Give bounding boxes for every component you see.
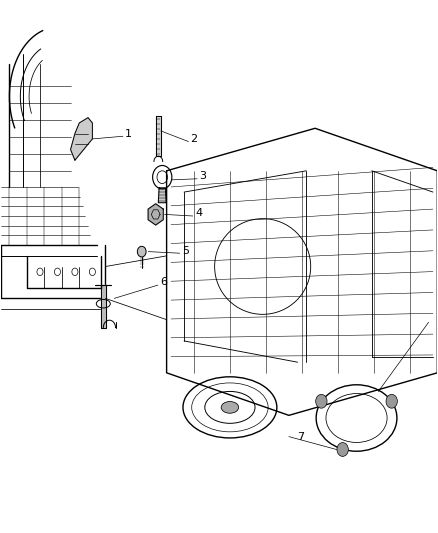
Text: 5: 5 [182, 246, 189, 255]
Text: 2: 2 [191, 134, 198, 144]
Polygon shape [101, 285, 106, 328]
Circle shape [316, 394, 327, 408]
Circle shape [337, 442, 348, 456]
Circle shape [138, 246, 146, 257]
Polygon shape [148, 204, 163, 225]
Text: 1: 1 [125, 128, 132, 139]
Text: 6: 6 [160, 278, 167, 287]
Circle shape [386, 394, 397, 408]
Ellipse shape [221, 401, 239, 413]
Polygon shape [71, 118, 92, 160]
Polygon shape [158, 188, 166, 203]
Text: 7: 7 [297, 432, 305, 442]
Polygon shape [155, 116, 161, 156]
Text: 4: 4 [195, 208, 202, 219]
Text: 3: 3 [199, 171, 206, 181]
